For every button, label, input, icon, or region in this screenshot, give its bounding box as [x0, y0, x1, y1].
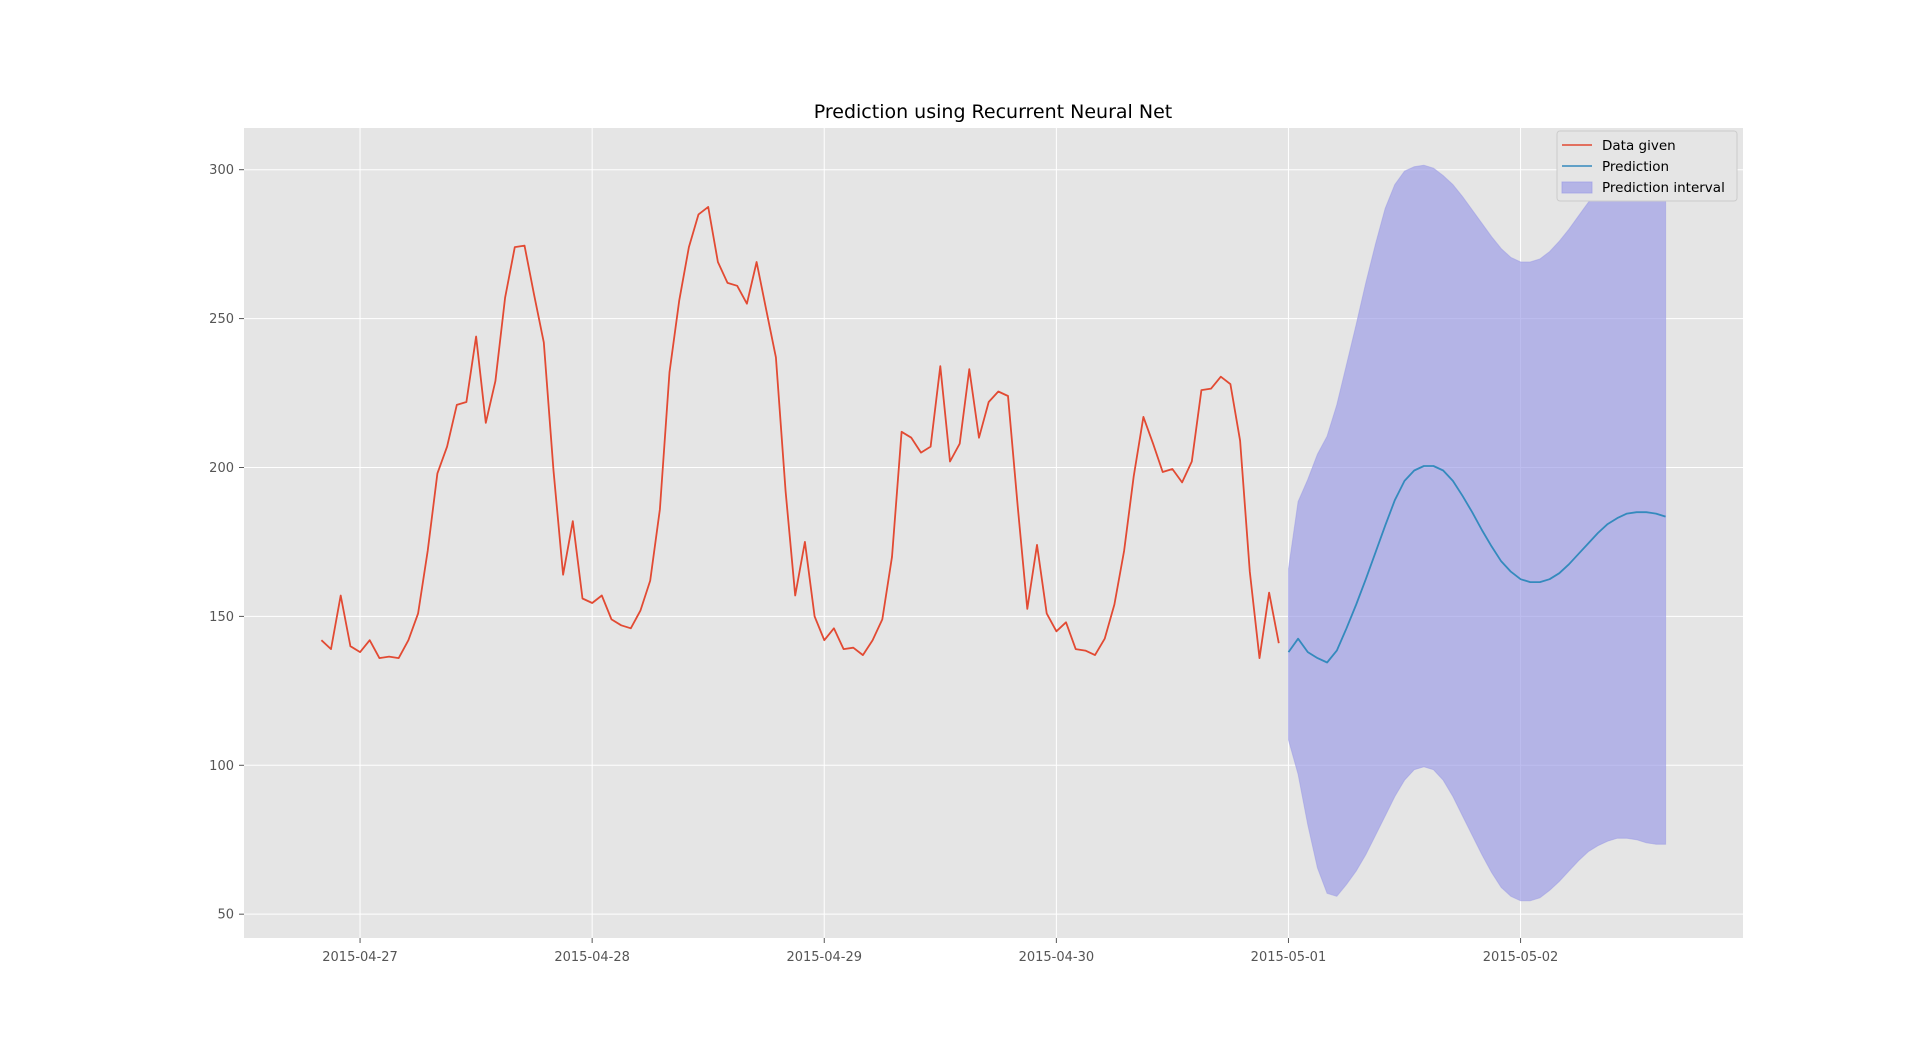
- legend-label-data-given: Data given: [1602, 138, 1676, 154]
- tick-label-x: 2015-04-28: [554, 950, 630, 965]
- tick-label-y: 100: [209, 759, 234, 774]
- tick-label-y: 150: [209, 610, 234, 625]
- prediction-line: [1287, 465, 1666, 664]
- legend: Data given Prediction Prediction interva…: [1556, 130, 1738, 202]
- y-axis: 50 100 150 200 250 300: [209, 163, 244, 923]
- tick-label-y: 50: [217, 908, 234, 923]
- tick-label-x: 2015-04-30: [1019, 950, 1095, 965]
- tick-label-y: 250: [209, 312, 234, 327]
- data-given-line: [320, 206, 1280, 659]
- legend-label-prediction-interval: Prediction interval: [1602, 180, 1725, 196]
- tick-label-x: 2015-04-29: [786, 950, 862, 965]
- legend-box: [1556, 130, 1738, 202]
- legend-label-prediction: Prediction: [1602, 159, 1669, 175]
- prediction-interval-band: [1288, 160, 1667, 902]
- tick-label-x: 2015-05-01: [1251, 950, 1327, 965]
- chart-title: Prediction using Recurrent Neural Net: [814, 101, 1172, 123]
- x-axis: 2015-04-27 2015-04-28 2015-04-29 2015-04-30…: [322, 938, 1558, 965]
- tick-label-x: 2015-05-02: [1483, 950, 1559, 965]
- grid: [244, 128, 1743, 938]
- series-layer: [320, 160, 1667, 902]
- tick-label-y: 300: [209, 163, 234, 178]
- tick-label-x: 2015-04-27: [322, 950, 398, 965]
- tick-label-y: 200: [209, 461, 234, 476]
- legend-swatch-prediction-interval: [1561, 181, 1593, 194]
